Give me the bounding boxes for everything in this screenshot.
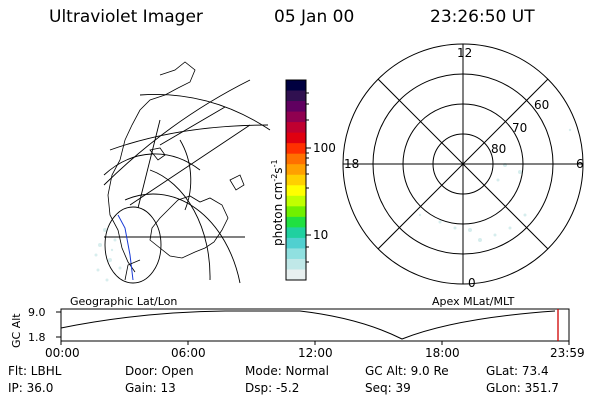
altitude-ytick-top: 9.0 xyxy=(28,306,46,319)
polar-plot xyxy=(342,43,584,285)
info-gc-alt: GC Alt: 9.0 Re xyxy=(365,364,449,378)
uv-emission-left xyxy=(94,228,122,282)
altitude-xtick-0: 00:00 xyxy=(45,346,80,360)
colorbar-stripe xyxy=(286,237,306,249)
info-glon: GLon: 351.7 xyxy=(486,381,559,395)
colorbar-stripe xyxy=(286,206,306,218)
colorbar-stripe xyxy=(286,195,306,207)
apex-caption: Apex MLat/MLT xyxy=(432,295,515,308)
info-ip: IP: 36.0 xyxy=(8,381,54,395)
mlat-label-80: 80 xyxy=(491,142,507,156)
info-mode: Mode: Normal xyxy=(245,364,329,378)
colorbar-stripe xyxy=(286,164,306,176)
colorbar-stripe xyxy=(286,122,306,134)
colorbar-stripe xyxy=(286,80,306,92)
date-label: 05 Jan 00 xyxy=(274,7,355,27)
mlat-label-70: 70 xyxy=(512,121,528,135)
info-glat: GLat: 73.4 xyxy=(486,364,549,378)
info-door: Door: Open xyxy=(125,364,194,378)
geographic-map xyxy=(94,61,271,284)
uv-emission-right xyxy=(418,128,572,242)
colorbar-stripe xyxy=(286,174,306,186)
mlt-label-6: 6 xyxy=(576,157,584,171)
colorbar-stripe xyxy=(286,216,306,228)
altitude-plot xyxy=(56,308,570,345)
info-filter: Flt: LBHL xyxy=(8,364,62,378)
colorbar-stripe xyxy=(286,111,306,123)
colorbar-stripe xyxy=(286,101,306,113)
colorbar-stripe xyxy=(286,143,306,155)
info-seq: Seq: 39 xyxy=(365,381,411,395)
colorbar-tick-10: 10 xyxy=(313,228,329,242)
colorbar-stripe xyxy=(286,269,306,281)
altitude-xtick-3: 18:00 xyxy=(425,346,460,360)
colorbar-stripe xyxy=(286,185,306,197)
colorbar-stripe xyxy=(286,153,306,165)
altitude-xtick-4: 23:59 xyxy=(550,346,585,360)
mlat-label-60: 60 xyxy=(534,98,550,112)
altitude-xtick-1: 06:00 xyxy=(171,346,206,360)
mlt-label-0: 0 xyxy=(468,276,476,290)
geographic-caption: Geographic Lat/Lon xyxy=(70,295,178,308)
mlt-label-18: 18 xyxy=(344,157,360,171)
mlt-label-12: 12 xyxy=(457,46,473,60)
colorbar-stripe xyxy=(286,227,306,239)
time-label: 23:26:50 UT xyxy=(430,7,535,27)
altitude-xtick-2: 12:00 xyxy=(298,346,333,360)
colorbar-stripe xyxy=(286,132,306,144)
altitude-ylabel: GC Alt xyxy=(10,313,23,348)
colorbar xyxy=(285,79,311,281)
colorbar-tick-100: 100 xyxy=(313,141,336,155)
colorbar-unit: photon cm-2s-1 xyxy=(270,159,285,246)
altitude-ytick-bottom: 1.8 xyxy=(28,331,46,344)
colorbar-stripe xyxy=(286,248,306,260)
info-gain: Gain: 13 xyxy=(125,381,176,395)
info-dsp: Dsp: -5.2 xyxy=(245,381,300,395)
colorbar-stripe xyxy=(286,258,306,270)
instrument-title: Ultraviolet Imager xyxy=(49,7,203,27)
colorbar-stripe xyxy=(286,90,306,102)
